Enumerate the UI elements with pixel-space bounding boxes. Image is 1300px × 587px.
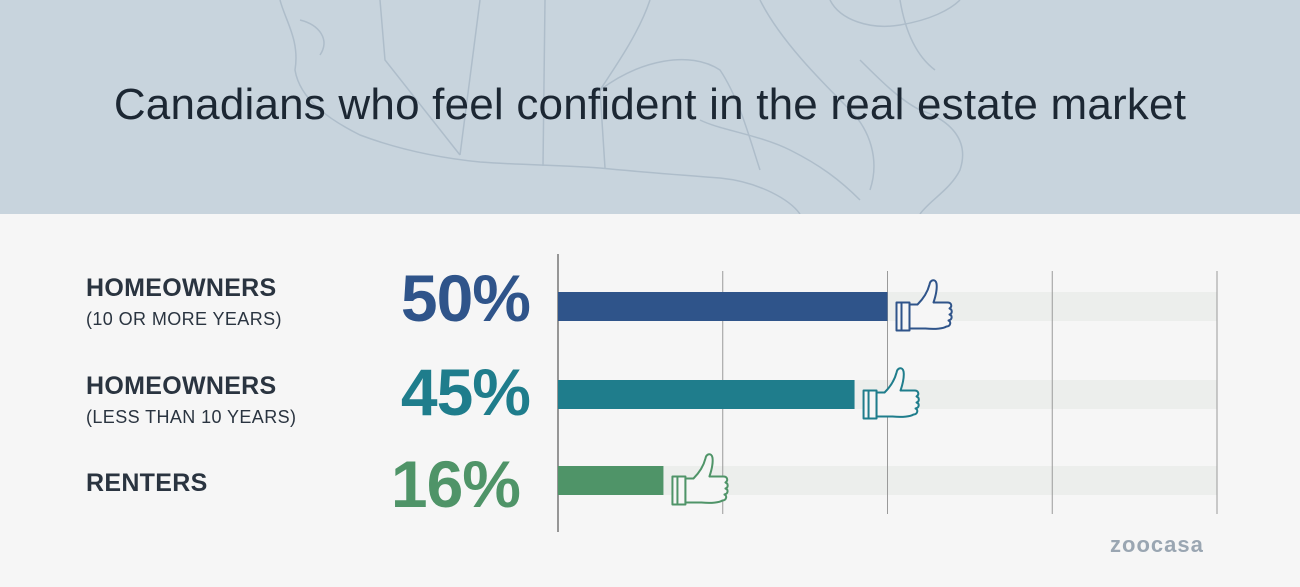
row-label-homeowners-10plus: HOMEOWNERS (10 OR MORE YEARS)	[86, 274, 282, 330]
thumbs-up-icon	[671, 453, 729, 506]
row-label-main: HOMEOWNERS	[86, 372, 277, 400]
value-label-homeowners-lt10: 45%	[400, 355, 531, 429]
row-label-sub: (10 OR MORE YEARS)	[86, 309, 282, 329]
row-label-homeowners-lt10: HOMEOWNERS (LESS THAN 10 YEARS)	[86, 372, 296, 428]
brand-logo: zoocasa	[1110, 532, 1204, 557]
row-label-main: RENTERS	[86, 469, 208, 497]
chart-title: Canadians who feel confident in the real…	[113, 80, 1187, 129]
value-label-homeowners-10plus: 50%	[400, 261, 531, 335]
thumbs-up-icon	[895, 279, 953, 332]
bar-homeowners-lt10	[558, 380, 855, 409]
bar-renters	[558, 466, 664, 495]
row-label-main: HOMEOWNERS	[86, 274, 277, 302]
thumbs-up-icon	[862, 367, 920, 420]
row-label-sub: (LESS THAN 10 YEARS)	[86, 407, 297, 427]
row-label-renters: RENTERS	[86, 469, 208, 498]
bar-homeowners-10plus	[558, 292, 888, 321]
header-banner: Canadians who feel confident in the real…	[0, 0, 1300, 214]
canada-map-background	[279, 0, 964, 214]
value-label-renters: 16%	[390, 447, 521, 521]
